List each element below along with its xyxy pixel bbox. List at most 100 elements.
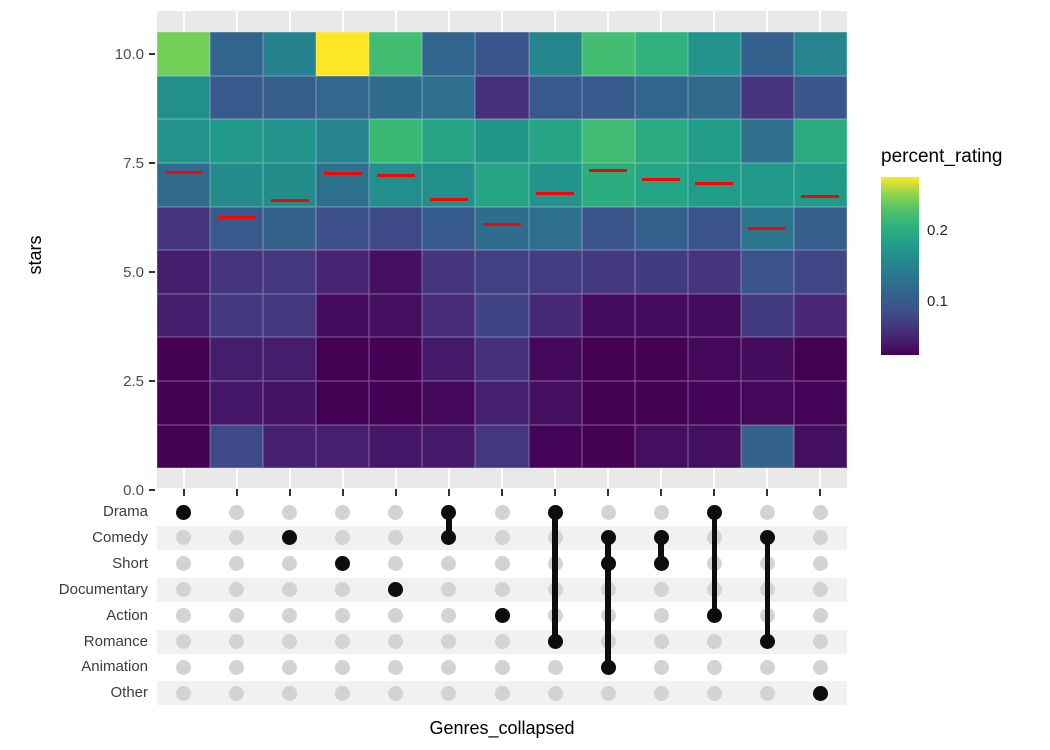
heatmap-cell [263, 337, 317, 381]
heatmap-cell [740, 381, 794, 425]
matrix-connector [446, 512, 452, 538]
matrix-row-label: Drama [102, 503, 148, 520]
panel-gridline [447, 468, 450, 488]
heatmap-cell [793, 424, 847, 469]
x-tick-mark [447, 489, 450, 496]
matrix-connector [764, 537, 771, 642]
matrix-dot [335, 582, 351, 598]
matrix-row-label: Documentary [58, 580, 148, 598]
heatmap-cell [581, 32, 635, 76]
matrix-dot [494, 685, 510, 701]
matrix-dot [176, 659, 192, 675]
matrix-row-label: Romance [83, 632, 148, 650]
heatmap-cell [369, 119, 423, 163]
heatmap-cell [263, 293, 317, 338]
panel-gridline [182, 11, 185, 33]
heatmap-cell [528, 381, 582, 425]
matrix-connector [658, 537, 664, 564]
heatmap-cell [687, 75, 741, 120]
heatmap-cell [422, 119, 476, 163]
heatmap-cell [210, 75, 264, 120]
heatmap-cell [316, 381, 370, 425]
matrix-dot [812, 530, 828, 546]
matrix-dot [600, 504, 616, 520]
heatmap-cell [528, 206, 582, 251]
heatmap-cell [687, 250, 741, 294]
matrix-dot-active [706, 504, 722, 520]
panel-gridline [341, 11, 344, 33]
matrix-dot [494, 556, 510, 572]
panel-gridline [660, 468, 663, 488]
matrix-dot [388, 685, 404, 701]
heatmap-cell [157, 119, 211, 163]
matrix-dot [229, 659, 245, 675]
heatmap-cell [157, 250, 211, 294]
heatmap-cell [793, 293, 847, 338]
heatmap-cell [422, 32, 476, 76]
heatmap-cell [263, 119, 317, 163]
matrix-dot-active [600, 530, 616, 546]
heatmap-cell [475, 293, 529, 338]
panel-gridline [660, 11, 663, 33]
heatmap-cell [793, 163, 847, 207]
heatmap-cell [316, 32, 370, 76]
matrix-dot [812, 504, 828, 520]
matrix-dot [812, 634, 828, 649]
matrix-dot [388, 556, 404, 572]
matrix-dot [388, 608, 404, 624]
matrix-dot [388, 530, 404, 546]
heatmap-cell [634, 293, 688, 338]
x-tick-mark [501, 489, 503, 496]
heatmap-cell [634, 337, 688, 381]
heatmap-cell [793, 75, 847, 120]
matrix-dot [229, 556, 245, 572]
matrix-dot [812, 556, 828, 572]
heatmap-cell [581, 75, 635, 120]
heatmap-cell [263, 32, 317, 76]
heatmap-cell [369, 163, 423, 207]
heatmap-cell [157, 293, 211, 338]
matrix-dot [812, 582, 828, 598]
heatmap-cell [634, 424, 688, 469]
heatmap-cell [157, 424, 211, 469]
heatmap-cell [634, 119, 688, 163]
matrix-dot [282, 659, 298, 675]
heatmap-cell [634, 32, 688, 76]
y-tick-label: 7.5 [123, 154, 144, 172]
matrix-dot [494, 504, 510, 520]
matrix-dot-active [388, 582, 404, 598]
heatmap-cell [634, 75, 688, 120]
heatmap-cell [369, 250, 423, 294]
matrix-dot [759, 659, 775, 675]
heatmap-cell [581, 119, 635, 163]
matrix-dot [441, 634, 457, 649]
heatmap-cell [157, 32, 211, 76]
heatmap-cell [263, 206, 317, 251]
heatmap-cell [210, 337, 264, 381]
x-tick-mark [607, 489, 610, 496]
heatmap-cell [369, 424, 423, 469]
matrix-dot [176, 634, 192, 649]
matrix-dot-active [759, 530, 775, 546]
heatmap-cell [422, 206, 476, 251]
matrix-row-label: Action [106, 606, 148, 624]
matrix-dot [229, 582, 245, 598]
matrix-dot [229, 530, 245, 546]
matrix-dot [441, 556, 457, 572]
heatmap-cell [157, 206, 211, 251]
y-tick-label: 5.0 [123, 263, 144, 281]
heatmap-cell [528, 163, 582, 207]
heatmap-cell [422, 424, 476, 469]
heatmap-cell [475, 424, 529, 469]
panel-gridline [235, 468, 238, 488]
heatmap-cell [210, 381, 264, 425]
heatmap-cell [369, 381, 423, 425]
heatmap-cell [740, 293, 794, 338]
x-tick-mark [341, 489, 344, 496]
matrix-dot-active [600, 659, 616, 675]
matrix-row-label: Short [112, 554, 148, 572]
heatmap-cell [157, 337, 211, 381]
matrix-dot [388, 504, 404, 520]
heatmap-cell [528, 119, 582, 163]
matrix-dot [441, 582, 457, 598]
